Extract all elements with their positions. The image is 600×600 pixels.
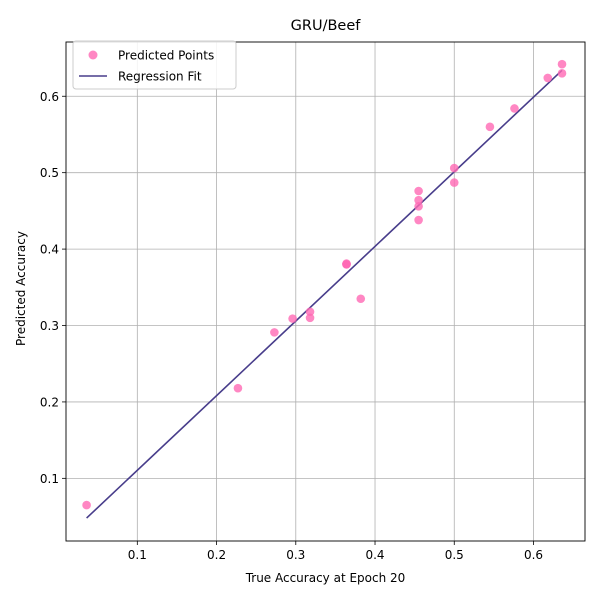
x-tick-label: 0.1 bbox=[128, 548, 147, 562]
legend-label-regression-fit: Regression Fit bbox=[118, 70, 202, 84]
grid-lines bbox=[66, 42, 585, 541]
y-tick-label: 0.3 bbox=[40, 319, 59, 333]
y-tick-label: 0.5 bbox=[40, 166, 59, 180]
scatter-point bbox=[543, 73, 553, 83]
x-tick-label: 0.6 bbox=[524, 548, 543, 562]
regression-line-layer bbox=[86, 69, 563, 519]
scatter-point bbox=[449, 178, 459, 187]
legend-label-predicted-points: Predicted Points bbox=[118, 49, 214, 63]
scatter-point bbox=[342, 260, 351, 269]
x-tick-label: 0.3 bbox=[286, 548, 305, 562]
regression-fit-line bbox=[86, 69, 563, 519]
scatter-point bbox=[414, 202, 423, 211]
x-tick-label: 0.4 bbox=[365, 548, 384, 562]
x-tick-label: 0.2 bbox=[207, 548, 226, 562]
scatter-point bbox=[233, 383, 243, 393]
chart-title: GRU/Beef bbox=[291, 18, 362, 34]
scatter-point bbox=[270, 328, 279, 337]
scatter-point bbox=[485, 122, 495, 132]
legend: Predicted Points Regression Fit bbox=[72, 40, 237, 90]
scatter-point bbox=[557, 59, 567, 69]
legend-marker-predicted-points bbox=[88, 50, 98, 60]
y-tick-label: 0.1 bbox=[40, 472, 59, 486]
x-axis-ticks: 0.1 0.2 0.3 0.4 0.5 0.6 bbox=[128, 541, 543, 562]
scatter-point bbox=[557, 69, 567, 78]
x-tick-label: 0.5 bbox=[445, 548, 464, 562]
scatter-point bbox=[414, 215, 423, 225]
y-tick-label: 0.2 bbox=[40, 395, 59, 409]
y-axis-label: Predicted Accuracy bbox=[14, 231, 28, 346]
y-axis-ticks: 0.1 0.2 0.3 0.4 0.5 0.6 bbox=[40, 90, 66, 486]
scatter-point bbox=[414, 195, 423, 205]
scatter-points-layer bbox=[82, 59, 567, 510]
y-tick-label: 0.6 bbox=[40, 90, 59, 104]
scatter-point bbox=[356, 294, 366, 304]
scatter-point bbox=[414, 186, 423, 196]
scatter-point bbox=[449, 163, 459, 173]
scatter-point bbox=[288, 314, 297, 323]
scatter-point bbox=[305, 313, 315, 323]
x-axis-label: True Accuracy at Epoch 20 bbox=[245, 571, 406, 585]
scatter-point bbox=[305, 307, 315, 317]
legend-box bbox=[72, 40, 237, 90]
scatter-point bbox=[82, 500, 91, 510]
y-tick-label: 0.4 bbox=[40, 243, 59, 257]
plot-area-frame bbox=[65, 41, 586, 542]
scatter-point bbox=[510, 104, 519, 113]
